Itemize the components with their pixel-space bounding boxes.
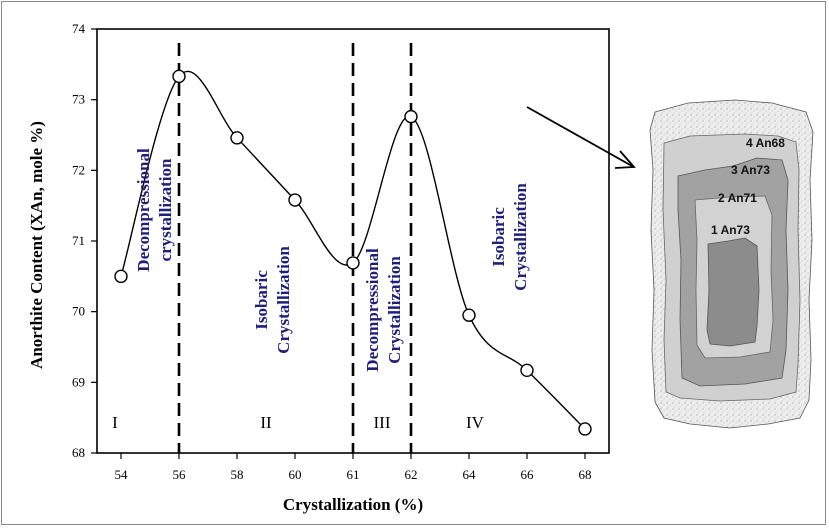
y-axis-label: Anorthite Content (XAn, mole %) <box>27 121 46 369</box>
data-point <box>462 308 476 322</box>
data-point <box>230 131 244 145</box>
data-point <box>288 193 302 207</box>
zone-label-4: 4 An68 <box>746 136 785 150</box>
x-tick-label: 64 <box>463 467 477 482</box>
x-tick-label: 56 <box>173 467 187 482</box>
region-numeral: III <box>374 413 391 432</box>
zone-label-1: 1 An73 <box>711 223 750 237</box>
y-tick-label: 70 <box>72 304 85 319</box>
region-numeral: II <box>260 413 272 432</box>
y-tick-label: 72 <box>72 162 85 177</box>
region-label: Isobaric Crystallization <box>252 246 293 354</box>
data-point <box>114 269 128 284</box>
crystal-core <box>706 237 760 347</box>
region-label-line: Crystallization <box>385 256 404 364</box>
region-label-line: Decompressional <box>363 248 382 372</box>
data-point <box>520 363 534 378</box>
region-numeral: IV <box>466 413 485 432</box>
x-tick-label: 68 <box>579 467 592 482</box>
y-tick-label: 68 <box>72 445 85 460</box>
y-axis: 68 69 70 71 72 73 74 <box>72 21 97 460</box>
zoned-crystal-sketch: 4 An68 3 An73 2 An71 1 An73 <box>649 99 814 429</box>
x-tick-label: 54 <box>115 467 129 482</box>
x-tick-label: 61 <box>347 467 360 482</box>
data-point <box>404 109 418 124</box>
region-label-line: Decompressional <box>134 148 153 272</box>
region-label-line: Isobaric <box>489 207 508 267</box>
x-axis-label: Crystallization (%) <box>283 495 423 514</box>
x-tick-label: 60 <box>289 467 302 482</box>
region-numeral: I <box>112 413 118 432</box>
region-label-line: Crystallization <box>511 183 530 291</box>
arrow-to-crystal <box>526 106 636 169</box>
region-label-line: Crystallization <box>274 246 293 354</box>
phase-dividers <box>177 43 413 453</box>
zone-label-3: 3 An73 <box>731 163 770 177</box>
region-label: Decompressional crystallization <box>134 148 175 272</box>
data-point <box>172 69 186 84</box>
region-label-line: Isobaric <box>252 270 271 330</box>
x-tick-label: 62 <box>405 467 418 482</box>
data-point <box>346 256 360 270</box>
y-tick-label: 71 <box>72 233 85 248</box>
x-tick-label: 58 <box>231 467 244 482</box>
y-tick-label: 73 <box>72 92 85 107</box>
x-axis: 54 56 58 60 61 62 64 66 68 <box>115 453 592 482</box>
y-tick-label: 69 <box>72 374 85 389</box>
data-point <box>578 422 592 436</box>
x-tick-label: 66 <box>521 467 535 482</box>
region-label: Decompressional Crystallization <box>363 248 404 372</box>
zone-label-2: 2 An71 <box>718 191 757 205</box>
y-tick-label: 74 <box>72 21 86 36</box>
region-label: Isobaric Crystallization <box>489 183 530 291</box>
series-markers <box>114 69 592 436</box>
region-label-line: crystallization <box>156 158 175 261</box>
